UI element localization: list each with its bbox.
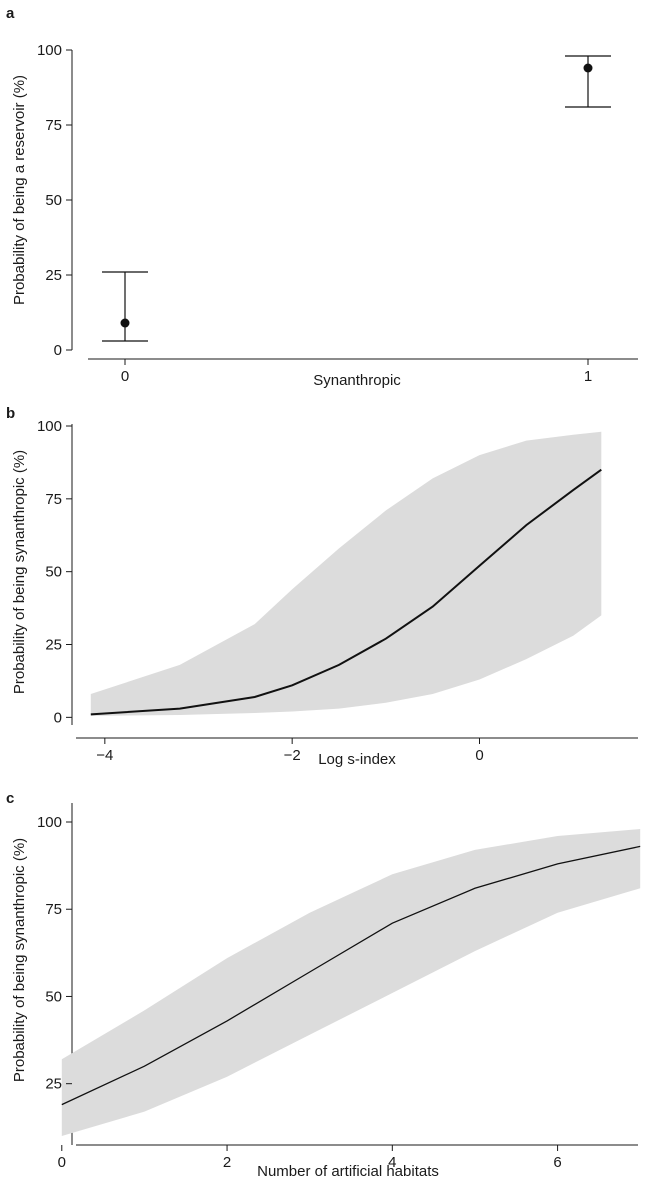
panel-c-letter: c — [6, 790, 14, 807]
panel-b-x-tick-label: −4 — [96, 747, 113, 764]
panel-a-x-axis-label: Synanthropic — [313, 372, 401, 389]
panel-c-y-tick-label: 75 — [45, 901, 62, 918]
panel-b-y-tick-label: 25 — [45, 637, 62, 654]
panel-b-fitted-line — [90, 468, 602, 716]
panel-c: c Probability of being synanthropic (%) … — [6, 790, 641, 1180]
panel-a-y-tick-label: 0 — [54, 342, 62, 359]
panel-b-x-tick-label: −2 — [284, 747, 301, 764]
panel-a-y-tick-label: 75 — [45, 117, 62, 134]
panel-a-x-tick-label: 0 — [121, 368, 129, 385]
panel-b-y-tick-label: 100 — [37, 418, 62, 435]
panel-c-x-tick-label: 4 — [388, 1154, 396, 1171]
panel-c-y-tick-label: 100 — [37, 814, 62, 831]
panel-b-letter: b — [6, 405, 15, 422]
panel-b-y-tick-label: 50 — [45, 564, 62, 581]
panel-a: a Probability of being a reservoir (%) 0… — [6, 5, 638, 389]
panel-c-y-tick-label: 50 — [45, 988, 62, 1005]
panel-a-y-tick-label: 25 — [45, 267, 62, 284]
panel-a-y-axis-label: Probability of being a reservoir (%) — [11, 75, 28, 305]
panel-b-x-tick-label: 0 — [475, 747, 483, 764]
panel-a-x-tick-label: 1 — [584, 368, 592, 385]
panel-c-y-tick-label: 25 — [45, 1076, 62, 1093]
data-point — [120, 318, 130, 328]
data-point — [583, 63, 593, 73]
panel-b-y-tick-label: 0 — [54, 709, 62, 726]
panel-b-y-axis-label: Probability of being synanthropic (%) — [11, 450, 28, 694]
panel-b-y-tick-label: 75 — [45, 491, 62, 508]
panel-a-letter: a — [6, 5, 15, 22]
panel-c-confidence-band — [61, 829, 641, 1136]
panel-a-y-tick-label: 50 — [45, 192, 62, 209]
panel-c-x-tick-label: 6 — [553, 1154, 561, 1171]
panel-c-fitted-line — [61, 845, 641, 1106]
panel-c-x-tick-label: 2 — [223, 1154, 231, 1171]
panel-b-confidence-band — [90, 431, 602, 716]
panel-c-y-axis-label: Probability of being synanthropic (%) — [11, 838, 28, 1082]
panel-c-x-tick-label: 0 — [58, 1154, 66, 1171]
panel-a-y-tick-label: 100 — [37, 42, 62, 59]
panel-b: b Probability of being synanthropic (%) … — [6, 405, 638, 768]
panel-b-x-axis-label: Log s-index — [318, 751, 396, 768]
panel-c-x-axis-label: Number of artificial habitats — [257, 1163, 439, 1180]
